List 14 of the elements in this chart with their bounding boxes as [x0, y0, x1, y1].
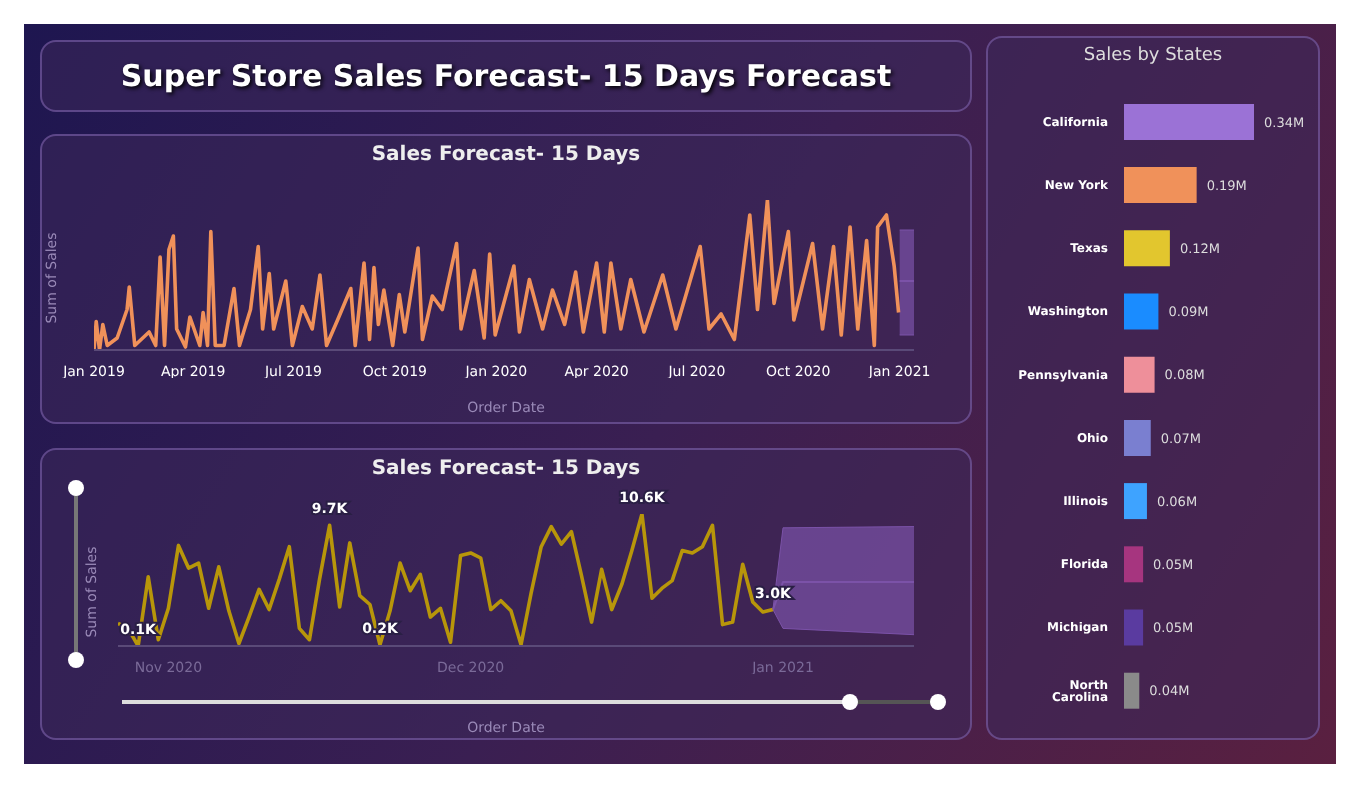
chart-title: Sales Forecast- 15 Days	[369, 458, 643, 480]
bar	[1124, 483, 1147, 520]
chart-title: Sales Forecast- 15 Days	[369, 144, 643, 166]
bar	[1124, 546, 1144, 583]
bar	[1124, 672, 1140, 709]
bar	[1124, 293, 1159, 330]
bar	[1124, 356, 1155, 393]
bar	[1124, 103, 1254, 140]
bar	[1124, 419, 1151, 456]
bar	[1124, 230, 1170, 267]
chart-title: Sales by States	[1081, 46, 1225, 66]
bar	[1124, 609, 1144, 646]
text: Super Store Sales Forecast- 15 Days Forecast	[120, 58, 892, 94]
bar	[1124, 167, 1197, 204]
